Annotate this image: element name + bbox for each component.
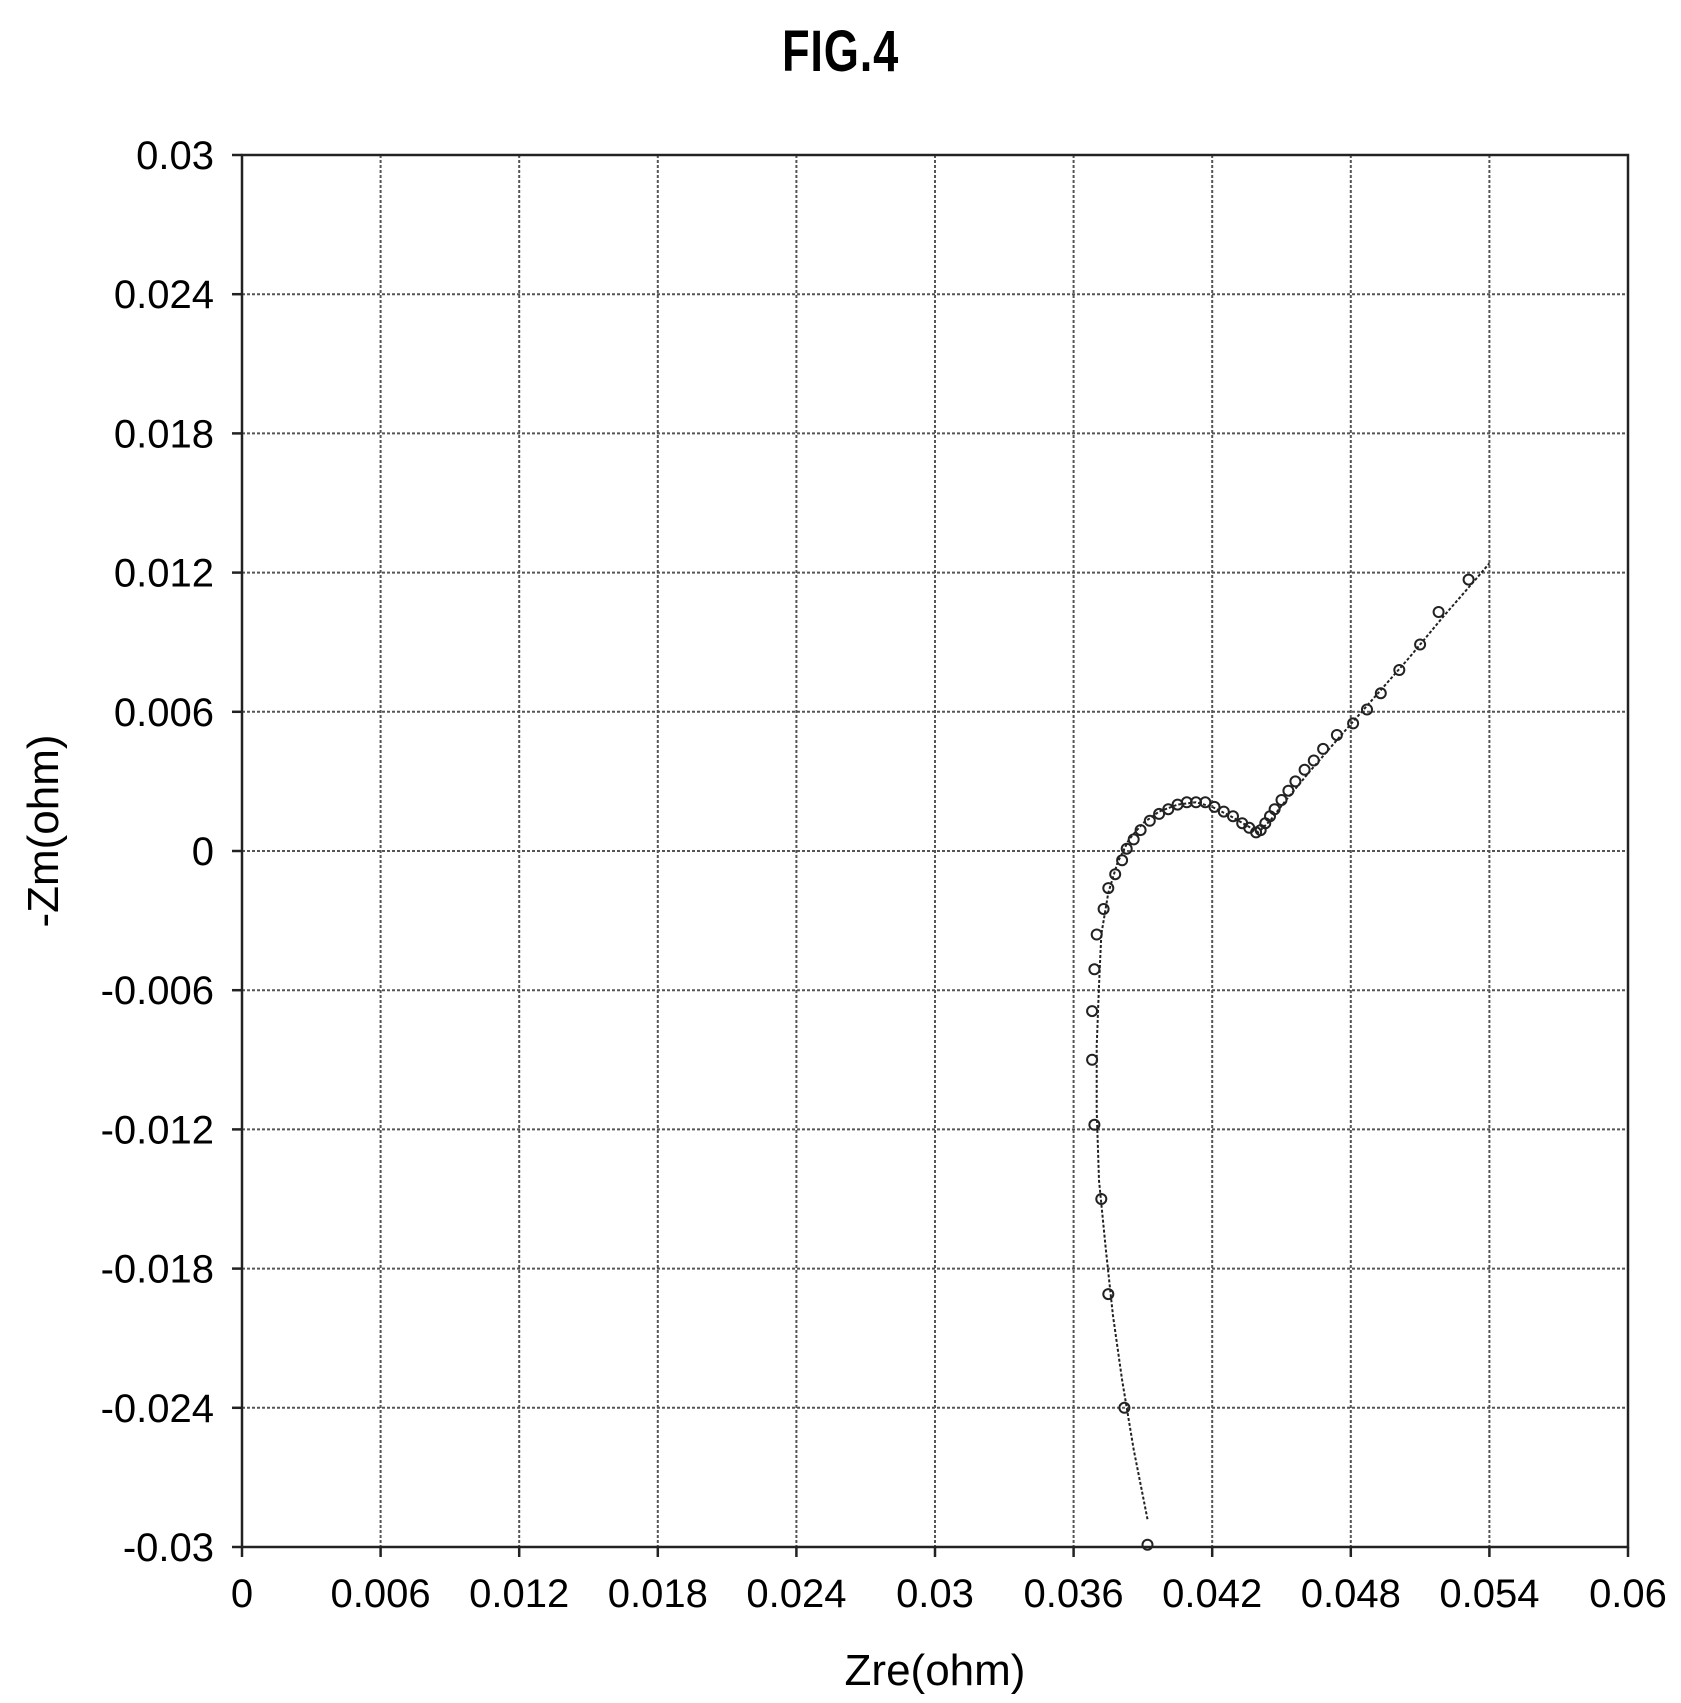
- data-point: [1141, 1538, 1154, 1551]
- data-point: [1393, 664, 1406, 676]
- data-point: [1268, 803, 1281, 816]
- x-tick-label: 0.054: [1439, 1572, 1539, 1616]
- data-point: [1275, 794, 1288, 806]
- fit-line: [1095, 562, 1491, 1520]
- data-point: [1217, 805, 1230, 818]
- y-tick-label: 0: [192, 830, 214, 874]
- y-axis-ticks: 0.03 0.024 0.018 0.012 0.006 0 -0.006 -0.012 -0.…: [101, 134, 242, 1570]
- x-tick-label: 0.018: [608, 1572, 708, 1616]
- x-axis-label: Zre(ohm): [845, 1646, 1026, 1695]
- data-point: [1086, 1005, 1099, 1018]
- data-point: [1102, 882, 1115, 895]
- x-tick-label: 0.06: [1589, 1572, 1667, 1616]
- data-point: [1289, 775, 1302, 788]
- y-tick-label: 0.012: [114, 552, 214, 596]
- x-axis-ticks: 0 0.006 0.012 0.018 0.024 0.03 0.036 0.042 0.048…: [231, 1547, 1667, 1616]
- data-point: [1143, 814, 1156, 827]
- y-tick-label: 0.03: [136, 134, 214, 178]
- data-point: [1432, 606, 1445, 618]
- data-point: [1330, 729, 1343, 741]
- data-point: [1361, 703, 1373, 716]
- data-point: [1086, 1053, 1099, 1066]
- x-tick-label: 0: [231, 1572, 253, 1616]
- data-point: [1162, 803, 1175, 816]
- data-point: [1414, 638, 1427, 651]
- x-tick-label: 0.006: [331, 1572, 431, 1616]
- y-tick-label: 0.006: [114, 691, 214, 735]
- x-tick-label: 0.024: [746, 1572, 846, 1616]
- data-point: [1095, 1193, 1108, 1205]
- y-tick-label: -0.012: [101, 1108, 214, 1152]
- data-point: [1374, 687, 1387, 700]
- y-axis-label: -Zm(ohm): [19, 734, 68, 927]
- data-point: [1109, 868, 1122, 881]
- data-point: [1208, 800, 1221, 813]
- y-tick-label: 0.018: [114, 412, 214, 456]
- y-tick-label: 0.024: [114, 273, 214, 317]
- data-point: [1097, 903, 1110, 915]
- y-tick-label: -0.03: [123, 1526, 214, 1570]
- data-point: [1118, 1401, 1131, 1414]
- data-point: [1116, 854, 1129, 867]
- x-tick-label: 0.036: [1024, 1572, 1124, 1616]
- data-point: [1088, 963, 1101, 976]
- data-point: [1102, 1288, 1115, 1301]
- x-tick-label: 0.042: [1162, 1572, 1262, 1616]
- data-point: [1088, 1118, 1101, 1131]
- y-tick-label: -0.024: [101, 1387, 214, 1431]
- data-point: [1199, 796, 1212, 809]
- y-tick-label: -0.006: [101, 969, 214, 1013]
- data-point: [1134, 824, 1147, 837]
- figure-title: FIG.4: [781, 19, 900, 84]
- x-tick-label: 0.048: [1301, 1572, 1401, 1616]
- data-point: [1462, 573, 1475, 586]
- data-point: [1307, 754, 1320, 767]
- data-point: [1317, 742, 1330, 755]
- data-point: [1282, 784, 1295, 797]
- data-point: [1127, 833, 1140, 846]
- data-point: [1090, 928, 1103, 941]
- data-point: [1298, 763, 1311, 776]
- y-tick-label: -0.018: [101, 1248, 214, 1292]
- grid-lines: [241, 154, 1629, 1548]
- data-point: [1347, 717, 1360, 730]
- data-point: [1227, 810, 1239, 823]
- data-markers: [1086, 573, 1475, 1551]
- x-tick-label: 0.03: [896, 1572, 974, 1616]
- x-tick-label: 0.012: [469, 1572, 569, 1616]
- data-point: [1153, 807, 1166, 820]
- data-point: [1120, 842, 1133, 855]
